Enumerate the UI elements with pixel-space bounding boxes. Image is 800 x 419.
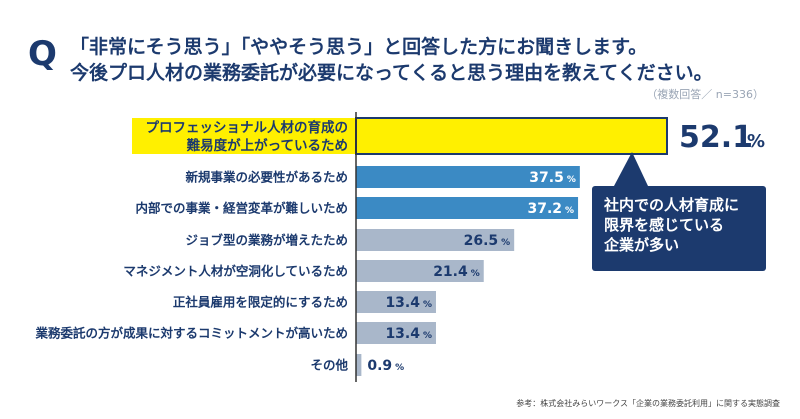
value-label-4: 26.5 xyxy=(464,233,499,249)
category-label-1-line-2: 難易度が上がっているため xyxy=(187,137,348,154)
bar-1 xyxy=(355,117,668,155)
value-label-1: 52.1 xyxy=(679,120,753,155)
value-unit-1: % xyxy=(747,131,765,152)
bar-2 xyxy=(356,166,580,188)
question-mark: Q xyxy=(28,34,57,74)
value-label-3: 37.2 xyxy=(528,201,563,217)
value-unit-8: % xyxy=(395,363,404,373)
bar-5 xyxy=(356,260,484,282)
value-unit-2: % xyxy=(567,175,576,185)
category-label-8: その他 xyxy=(310,358,348,373)
value-unit-5: % xyxy=(471,269,480,279)
callout-line-1: 社内での人材育成に xyxy=(603,196,739,214)
category-label-4: ジョブ型の業務が増えたため xyxy=(185,233,348,248)
bar-8 xyxy=(356,354,362,376)
bar-4 xyxy=(356,229,515,251)
bar-7 xyxy=(356,322,436,344)
question-block: Q 「非常にそう思う」「ややそう思う」と回答した方にお聞きします。 今後プロ人材… xyxy=(0,0,800,101)
value-unit-4: % xyxy=(501,238,510,248)
bar-3 xyxy=(356,197,579,219)
value-label-7: 13.4 xyxy=(385,326,420,342)
value-unit-7: % xyxy=(423,331,432,341)
response-count-note: （複数回答／ n=336） xyxy=(646,88,764,101)
value-label-5: 21.4 xyxy=(433,264,468,280)
value-label-6: 13.4 xyxy=(385,295,420,311)
question-line-1: 「非常にそう思う」「ややそう思う」と回答した方にお聞きします。 xyxy=(70,36,648,58)
value-label-8: 0.9 xyxy=(367,358,392,374)
value-unit-6: % xyxy=(423,300,432,310)
callout-line-2: 限界を感じている xyxy=(604,216,724,234)
value-unit-3: % xyxy=(565,206,574,216)
category-label-2: 新規事業の必要性があるため xyxy=(185,170,348,185)
callout-line-3: 企業が多い xyxy=(603,236,679,254)
category-label-3: 内部での事業・経営変革が難しいため xyxy=(135,201,348,216)
category-label-7: 業務委託の方が成果に対するコミットメントが高いため xyxy=(34,326,348,341)
category-label-5: マネジメント人材が空洞化しているため xyxy=(123,264,348,279)
callout-pointer xyxy=(614,152,648,186)
category-label-6: 正社員雇用を限定的にするため xyxy=(173,295,348,310)
category-label-1-line-1: プロフェッショナル人材の育成の xyxy=(146,119,349,136)
highlight-band xyxy=(132,118,356,154)
callout-box xyxy=(592,186,766,271)
bar-6 xyxy=(356,291,436,313)
value-label-2: 37.5 xyxy=(529,170,564,186)
source-note: 参考：株式会社みらいワークス「企業の業務委託利用」に関する実態調査 xyxy=(516,399,780,408)
question-line-2: 今後プロ人材の業務委託が必要になってくると思う理由を教えてください。 xyxy=(70,62,713,84)
